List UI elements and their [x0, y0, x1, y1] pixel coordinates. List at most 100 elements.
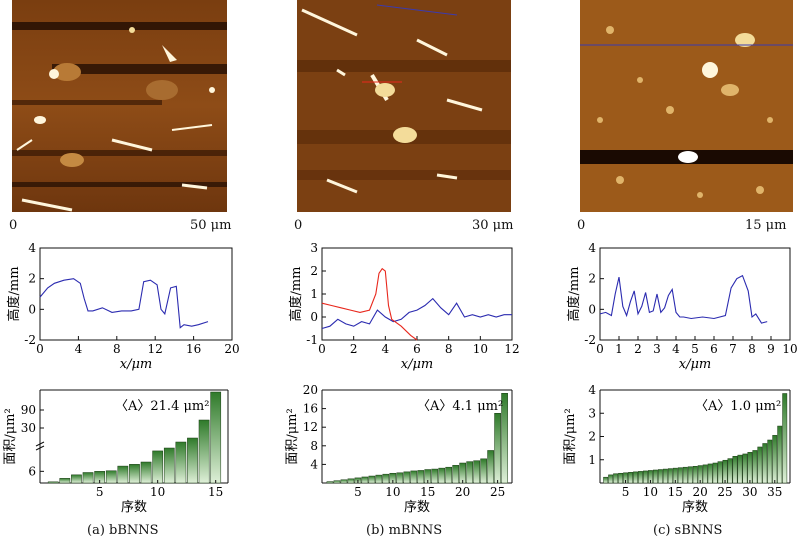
- bar: [692, 466, 698, 484]
- x-tick-label: 15: [420, 485, 435, 499]
- bar: [117, 465, 129, 484]
- x-tick-label: 12: [148, 342, 163, 356]
- hist-chart-c: 5 10 15 20 25 30 35 4 3 2 1 序数 面积/μm² 〈A〉1.0 μm²: [563, 383, 791, 515]
- y-tick-label: 16: [303, 402, 318, 416]
- y-tick-label: 2: [28, 272, 36, 286]
- bar: [105, 470, 117, 484]
- afm-image-b: [297, 0, 511, 212]
- bar: [140, 461, 152, 484]
- y-tick-label: 3: [588, 406, 596, 420]
- y-tick-label: 0: [588, 302, 596, 316]
- y-tick-label: 4: [588, 241, 596, 255]
- bar: [473, 460, 480, 484]
- bar: [712, 462, 718, 484]
- caption-c: (c) sBNNS: [653, 523, 723, 538]
- x-axis-label: x/μm: [120, 357, 153, 372]
- bar: [82, 472, 94, 484]
- bar: [59, 478, 71, 484]
- y-axis-label: 高度/mm: [6, 266, 22, 321]
- bar: [772, 435, 778, 484]
- bar: [628, 472, 633, 484]
- y-tick-label: 4: [310, 457, 318, 471]
- y-tick-label: 3: [310, 241, 318, 255]
- x-tick-label: 20: [693, 485, 708, 499]
- bar: [396, 472, 404, 484]
- plot-frame: [321, 247, 513, 341]
- bar: [71, 474, 82, 484]
- bar: [175, 441, 187, 484]
- mean-area-annotation: 〈A〉21.4 μm²: [115, 399, 209, 414]
- x-axis-label: x/μm: [401, 357, 434, 372]
- x-tick-label: 15: [668, 485, 683, 499]
- x-tick-label: 5: [96, 485, 104, 499]
- series-line-blue: [599, 274, 768, 324]
- y-tick-label: 2: [310, 264, 318, 278]
- x-tick-label: 35: [767, 485, 782, 499]
- x-tick-label: 10: [385, 485, 400, 499]
- bar: [417, 470, 425, 484]
- bar: [452, 465, 460, 484]
- x-tick-label: 5: [354, 485, 362, 499]
- bar: [501, 393, 508, 484]
- bar: [445, 466, 453, 484]
- bar: [340, 479, 348, 484]
- x-tick-label: 5: [622, 485, 630, 499]
- afm-axis-start-a: 0: [9, 218, 18, 233]
- x-tick-label: 7: [729, 342, 737, 356]
- bar: [687, 466, 693, 484]
- bar: [438, 467, 446, 484]
- y-tick-label: 12: [303, 420, 318, 434]
- bar: [375, 474, 383, 484]
- bar: [643, 470, 648, 484]
- y-tick-label: 0: [28, 302, 36, 316]
- bar: [47, 481, 59, 484]
- bar: [129, 464, 140, 484]
- afm-image-c-svg: [580, 0, 793, 212]
- x-tick-label: 6: [413, 342, 421, 356]
- afm-image-c: [580, 0, 793, 212]
- x-tick-label: 0: [36, 342, 44, 356]
- x-tick-label: 2: [350, 342, 358, 356]
- bar: [782, 393, 788, 484]
- bar: [762, 443, 768, 484]
- afm-image-a-svg: [12, 0, 227, 212]
- bar: [657, 469, 663, 484]
- x-tick-label: 20: [224, 342, 239, 356]
- bar: [431, 468, 439, 484]
- x-tick-label: 9: [767, 342, 775, 356]
- bar: [667, 468, 673, 484]
- bar: [163, 447, 175, 484]
- bar: [633, 471, 638, 484]
- x-tick-label: 3: [653, 342, 661, 356]
- x-tick-label: 20: [455, 485, 470, 499]
- bar: [326, 481, 334, 484]
- mean-area-annotation: 〈A〉1.0 μm²: [695, 399, 781, 414]
- y-tick-label: 2: [588, 272, 596, 286]
- axis-break-mark: [35, 441, 45, 451]
- series-line-red: [321, 267, 418, 341]
- bar: [368, 475, 376, 484]
- y-tick-label: -2: [584, 333, 596, 347]
- y-tick-label: 2: [588, 430, 596, 444]
- bar: [494, 413, 501, 484]
- bar: [410, 470, 418, 484]
- bar: [732, 456, 738, 484]
- y-tick-label: 30: [21, 421, 36, 435]
- bar: [618, 472, 624, 484]
- x-tick-label: 8: [748, 342, 756, 356]
- bar: [767, 439, 773, 484]
- bar: [382, 473, 390, 484]
- bar: [187, 437, 198, 484]
- series-line-blue: [321, 297, 512, 330]
- bar: [466, 461, 473, 484]
- bar: [210, 391, 222, 484]
- bar: [737, 454, 743, 484]
- bar: [198, 419, 210, 484]
- x-tick-label: 5: [691, 342, 699, 356]
- x-tick-label: 16: [186, 342, 201, 356]
- afm-background: [580, 0, 793, 212]
- x-tick-label: 30: [742, 485, 757, 499]
- bar: [662, 468, 668, 484]
